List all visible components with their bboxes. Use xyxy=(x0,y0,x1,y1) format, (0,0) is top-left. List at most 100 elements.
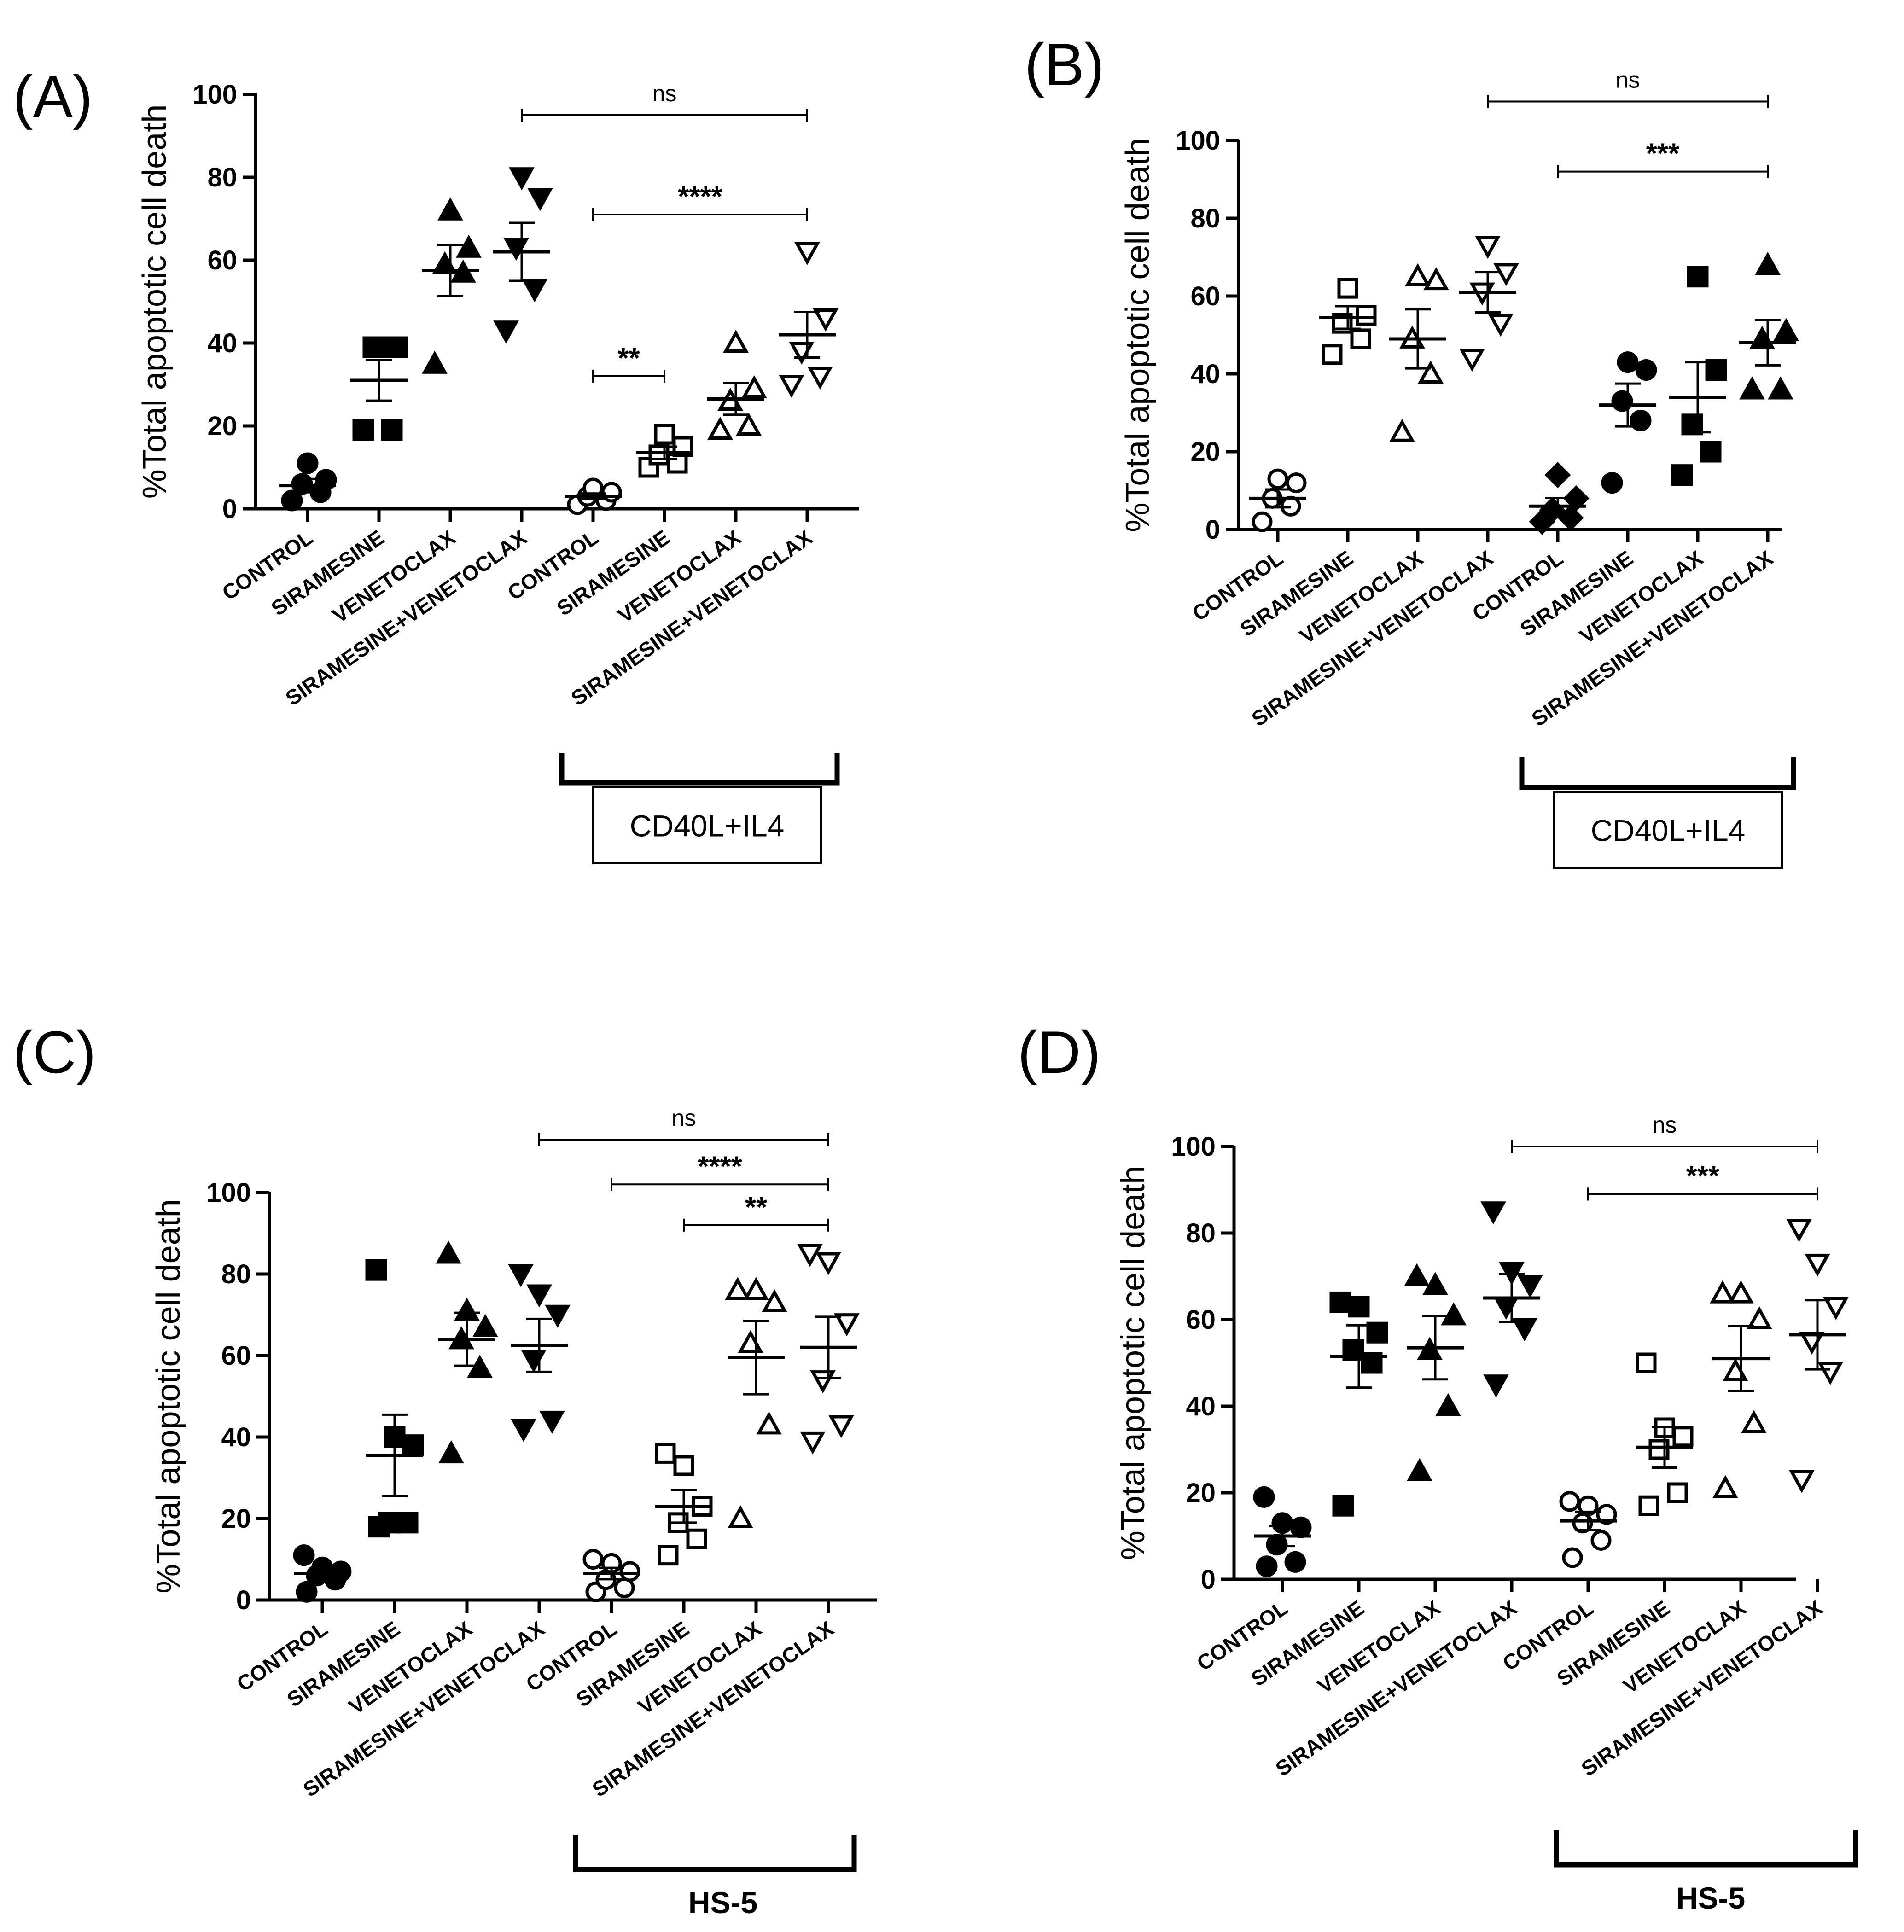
series-8 xyxy=(1786,1219,1849,1493)
group-label-box xyxy=(592,786,822,864)
data-point xyxy=(1635,359,1657,381)
significance-label: ** xyxy=(745,1192,768,1223)
data-point xyxy=(1350,328,1371,349)
data-point xyxy=(1611,390,1633,412)
series-6 xyxy=(1599,351,1657,494)
panel-label: (D) xyxy=(1018,1018,1100,1086)
y-axis-title: %Total apoptotic cell death xyxy=(136,105,173,499)
data-point xyxy=(522,279,547,303)
series-7 xyxy=(1710,1280,1772,1498)
data-point xyxy=(1493,263,1519,286)
data-point xyxy=(673,1455,694,1476)
data-point xyxy=(654,424,675,445)
series-5 xyxy=(1559,1491,1617,1568)
y-tick-label: 20 xyxy=(221,1504,251,1534)
data-point xyxy=(1773,318,1799,341)
series-6 xyxy=(1636,1352,1694,1516)
data-point xyxy=(1559,1491,1580,1512)
group-bracket xyxy=(1554,1830,1858,1868)
data-point xyxy=(1252,511,1273,532)
y-tick-label: 40 xyxy=(1190,359,1220,389)
y-tick-label: 60 xyxy=(1186,1305,1216,1335)
data-point xyxy=(1700,441,1722,463)
data-point xyxy=(1789,1470,1815,1493)
series-6 xyxy=(636,424,693,478)
series-5 xyxy=(565,477,622,515)
y-axis-title: %Total apoptotic cell death xyxy=(1115,1166,1152,1560)
significance-label: ** xyxy=(617,343,640,374)
data-point xyxy=(1480,1201,1506,1225)
significance-label: *** xyxy=(1646,138,1680,170)
data-point xyxy=(723,329,749,353)
data-point xyxy=(526,1284,552,1308)
significance-label: ns xyxy=(672,1105,696,1131)
data-point xyxy=(402,1434,424,1456)
significance-label: **** xyxy=(698,1151,742,1182)
data-point xyxy=(1823,1297,1849,1320)
data-point xyxy=(365,1259,387,1281)
data-point xyxy=(828,1415,854,1438)
series-8 xyxy=(797,1244,860,1455)
data-point xyxy=(291,473,313,495)
y-tick-label: 40 xyxy=(207,328,237,358)
series-2 xyxy=(1319,278,1377,365)
y-tick-label: 40 xyxy=(1186,1391,1216,1421)
data-point xyxy=(619,1561,640,1582)
series-1 xyxy=(293,1544,352,1603)
panel-label: (A) xyxy=(13,63,93,130)
data-point xyxy=(1667,1482,1688,1503)
data-point xyxy=(1423,267,1449,291)
data-point xyxy=(1337,278,1358,299)
data-point xyxy=(1630,409,1652,431)
y-axis-title: %Total apoptotic cell death xyxy=(150,1199,187,1594)
y-tick-label: 0 xyxy=(222,494,237,524)
data-point xyxy=(686,1528,707,1549)
data-point xyxy=(1723,1358,1748,1381)
series-5 xyxy=(1529,462,1590,535)
data-point xyxy=(396,1512,419,1534)
series-1 xyxy=(279,452,337,512)
data-point xyxy=(297,452,319,474)
data-point xyxy=(508,1264,534,1287)
data-point xyxy=(1332,1495,1354,1517)
panel-label: (B) xyxy=(1025,31,1104,98)
data-point xyxy=(1749,326,1775,349)
data-point xyxy=(1590,1530,1612,1551)
y-tick-label: 80 xyxy=(1186,1218,1216,1248)
data-point xyxy=(1786,1219,1812,1242)
data-point xyxy=(1741,1410,1767,1433)
data-point xyxy=(1488,314,1514,337)
series-4 xyxy=(1480,1201,1543,1398)
data-point xyxy=(762,1289,787,1312)
data-point xyxy=(1671,464,1693,486)
y-tick-label: 100 xyxy=(1176,126,1220,156)
data-point xyxy=(1404,1263,1430,1286)
y-axis-title: %Total apoptotic cell death xyxy=(1119,138,1156,532)
data-point xyxy=(1483,1374,1509,1398)
significance-label: *** xyxy=(1686,1160,1720,1192)
data-point xyxy=(1253,1486,1275,1508)
series-7 xyxy=(707,329,767,440)
data-point xyxy=(1728,1280,1754,1304)
group-label: CD40L+IL4 xyxy=(630,809,785,843)
data-point xyxy=(493,320,519,344)
data-point xyxy=(386,336,408,358)
data-point xyxy=(1435,1393,1461,1416)
data-point xyxy=(1418,360,1444,384)
data-point xyxy=(756,1411,782,1435)
group-label-box xyxy=(1553,791,1783,869)
data-point xyxy=(1267,468,1288,489)
data-point xyxy=(728,1505,753,1528)
data-point xyxy=(797,1244,823,1267)
data-point xyxy=(1563,485,1590,512)
data-point xyxy=(743,1277,769,1300)
data-point xyxy=(1739,376,1765,400)
data-point xyxy=(1329,1291,1351,1313)
x-tick-label: SIRAMESINE+VENETOCLAX xyxy=(1527,546,1777,731)
data-point xyxy=(437,197,463,221)
series-3 xyxy=(436,1240,498,1464)
series-1 xyxy=(1253,1486,1312,1577)
data-point xyxy=(422,350,448,374)
data-point xyxy=(503,238,529,261)
group-bracket xyxy=(1519,757,1796,790)
